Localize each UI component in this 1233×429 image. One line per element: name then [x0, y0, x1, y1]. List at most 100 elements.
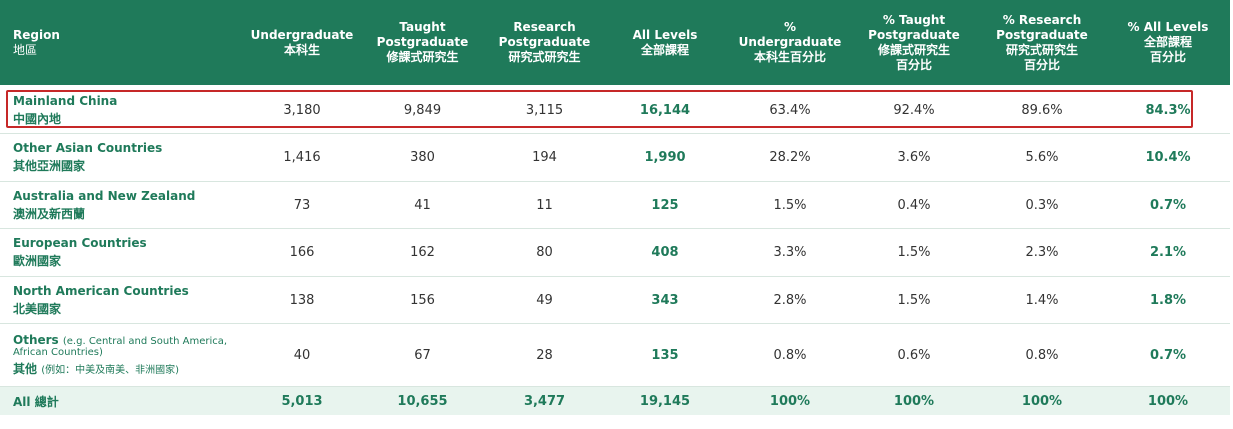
table-row-australia-nz: Australia and New Zealand 澳洲及新西蘭 73 41 1… — [0, 182, 1230, 229]
cell-pct-ug: 63.4% — [769, 102, 811, 118]
header-region-zh: 地區 — [13, 42, 38, 57]
table-row-other-asian: Other Asian Countries 其他亞洲國家 1,416 380 1… — [0, 134, 1230, 182]
cell-pct-rpg: 1.4% — [1025, 292, 1059, 308]
region-en: Other Asian Countries — [13, 141, 163, 155]
cell-ug: 3,180 — [283, 102, 321, 118]
region-en: North American Countries — [13, 283, 189, 298]
header-pug-en2: Undergraduate — [738, 35, 842, 49]
region-en: Australia and New Zealand — [13, 188, 196, 203]
region-cell: European Countries 歐洲國家 — [13, 229, 147, 276]
header-prpg-en2: Postgraduate — [996, 27, 1088, 42]
header-rpg-zh: 研究式研究生 — [508, 50, 581, 64]
table-row-others: Others (e.g. Central and South America, … — [0, 324, 1230, 387]
cell-ug: 40 — [293, 347, 311, 363]
header-pall-zh2: 百分比 — [1149, 50, 1186, 64]
total-label-cell: All 總計 — [13, 387, 59, 415]
header-pct-undergraduate: % Undergraduate 本科生百分比 — [738, 0, 842, 85]
region-cell: Australia and New Zealand 澳洲及新西蘭 — [13, 182, 195, 228]
cell-rpg: 11 — [536, 197, 553, 213]
header-rpg-en1: Research — [513, 20, 576, 34]
table-header: Region 地區 Undergraduate 本科生 Taught Postg… — [0, 0, 1230, 85]
cell-pct-all: 10.4% — [1145, 150, 1191, 165]
region-cell: North American Countries 北美國家 — [13, 277, 189, 323]
header-pug-zh: 本科生百分比 — [753, 50, 826, 64]
total-label: All 總計 — [13, 394, 59, 409]
header-tpg-zh: 修課式研究生 — [386, 50, 459, 64]
cell-rpg: 49 — [536, 292, 553, 308]
header-pall-zh1: 全部課程 — [1143, 35, 1192, 49]
cell-ug: 73 — [293, 197, 311, 213]
cell-pct-tpg: 1.5% — [897, 245, 931, 260]
header-pct-taught-postgraduate: % Taught Postgraduate 修課式研究生 百分比 — [862, 0, 966, 85]
header-region: Region 地區 — [13, 0, 213, 85]
region-zh: 其他 — [13, 362, 38, 376]
total-all: 19,145 — [639, 393, 691, 409]
header-ptpg-en1: % Taught — [882, 12, 946, 27]
cell-pct-tpg: 0.4% — [897, 197, 931, 213]
header-all-levels: All Levels 全部課程 — [615, 0, 715, 85]
region-zh: 澳洲及新西蘭 — [13, 206, 86, 221]
cell-pct-all: 0.7% — [1149, 347, 1187, 363]
cell-pct-rpg: 5.6% — [1025, 150, 1059, 165]
cell-rpg: 80 — [536, 245, 553, 260]
cell-pct-all: 84.3% — [1145, 102, 1191, 118]
table-row-north-american: North American Countries 北美國家 138 156 49… — [0, 277, 1230, 324]
total-rpg: 3,477 — [523, 393, 566, 409]
region-zh: 北美國家 — [13, 301, 62, 316]
region-en: Mainland China — [13, 93, 118, 108]
cell-pct-all: 1.8% — [1149, 292, 1187, 308]
header-prpg-zh1: 研究式研究生 — [1005, 42, 1078, 57]
cell-rpg: 3,115 — [525, 102, 564, 118]
cell-ug: 166 — [289, 245, 315, 260]
cell-pct-ug: 3.3% — [773, 245, 807, 260]
cell-pct-tpg: 1.5% — [897, 292, 931, 308]
header-taught-postgraduate: Taught Postgraduate 修課式研究生 — [370, 0, 475, 85]
region-en-note: (e.g. Central and South America, — [62, 336, 228, 347]
header-prpg-zh2: 百分比 — [1023, 57, 1060, 72]
cell-pct-tpg: 3.6% — [897, 150, 931, 165]
header-pct-research-postgraduate: % Research Postgraduate 研究式研究生 百分比 — [990, 0, 1094, 85]
cell-all: 125 — [651, 197, 679, 213]
header-tpg-en1: Taught — [399, 20, 446, 34]
region-zh-note: (例如：中美及南美、非洲國家) — [41, 365, 180, 376]
cell-rpg: 28 — [536, 347, 553, 363]
cell-all: 343 — [651, 292, 679, 308]
table-row-european: European Countries 歐洲國家 166 162 80 408 3… — [0, 229, 1230, 277]
cell-pct-tpg: 92.4% — [893, 102, 935, 118]
cell-pct-rpg: 89.6% — [1021, 102, 1063, 118]
region-zh: 歐洲國家 — [13, 254, 62, 268]
region-cell: Mainland China 中國內地 — [13, 87, 117, 133]
header-prpg-en1: % Research — [1002, 12, 1082, 27]
header-ptpg-zh1: 修課式研究生 — [877, 42, 950, 57]
cell-all: 408 — [651, 245, 679, 260]
header-ptpg-en2: Postgraduate — [868, 27, 960, 42]
total-ug: 5,013 — [281, 393, 323, 409]
total-pct-rpg: 100% — [1021, 393, 1063, 409]
cell-pct-ug: 0.8% — [773, 347, 807, 363]
header-pug-en1: % — [783, 20, 797, 34]
cell-pct-rpg: 2.3% — [1025, 245, 1059, 260]
header-ug-zh: 本科生 — [283, 42, 320, 57]
header-tpg-en2: Postgraduate — [376, 35, 469, 49]
header-ug-en: Undergraduate — [250, 27, 354, 42]
cell-pct-rpg: 0.3% — [1025, 197, 1059, 213]
header-region-en: Region — [13, 27, 60, 42]
cell-pct-all: 2.1% — [1149, 245, 1187, 260]
cell-pct-all: 0.7% — [1149, 197, 1187, 213]
cell-pct-ug: 2.8% — [773, 292, 807, 308]
header-all-zh: 全部課程 — [640, 42, 689, 57]
cell-tpg: 380 — [410, 150, 435, 165]
header-pall-en: % All Levels — [1127, 20, 1209, 34]
cell-pct-ug: 28.2% — [769, 150, 811, 165]
cell-tpg: 67 — [414, 347, 431, 363]
header-undergraduate: Undergraduate 本科生 — [250, 0, 354, 85]
cell-tpg: 9,849 — [403, 102, 442, 118]
cell-all: 135 — [651, 347, 679, 363]
header-ptpg-zh2: 百分比 — [895, 57, 932, 72]
table-row-total: All 總計 5,013 10,655 3,477 19,145 100% 10… — [0, 387, 1230, 415]
total-pct-all: 100% — [1147, 393, 1189, 409]
total-tpg: 10,655 — [397, 393, 448, 409]
cell-all: 16,144 — [639, 102, 691, 118]
cell-pct-tpg: 0.6% — [897, 347, 931, 363]
